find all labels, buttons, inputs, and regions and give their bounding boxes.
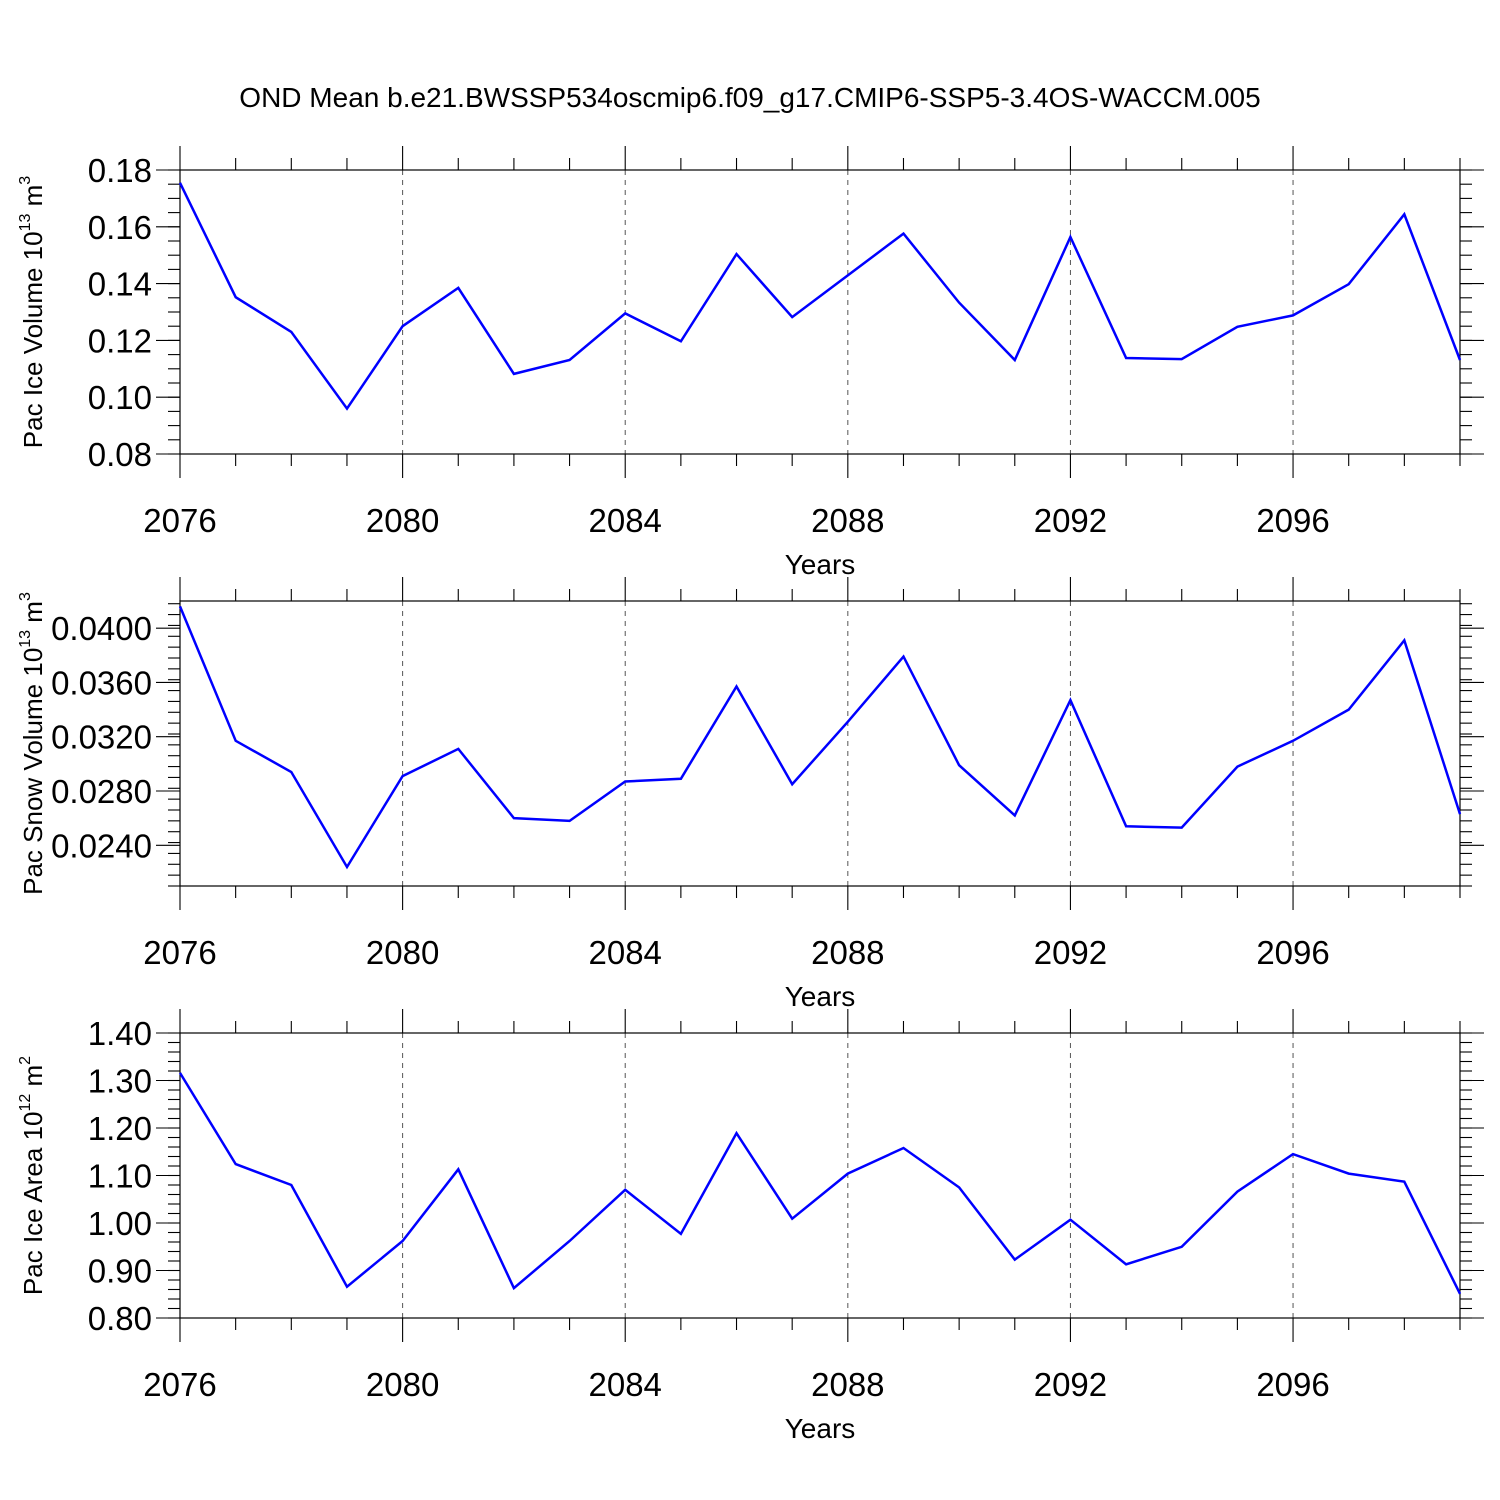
x-tick-label: 2092 <box>1034 934 1107 971</box>
y-tick-label: 0.80 <box>88 1300 152 1337</box>
y-axis-title: Pac Ice Volume 1013 m3 <box>17 176 48 449</box>
x-tick-label: 2088 <box>811 502 884 539</box>
series-line-1 <box>178 182 1462 411</box>
x-tick-label: 2084 <box>589 502 662 539</box>
plot-frame <box>179 1032 1461 1319</box>
y-tick-label: 1.00 <box>88 1205 152 1242</box>
y-axis-title: Pac Snow Volume 1013 m3 <box>17 592 48 895</box>
x-tick-label: 2076 <box>143 934 216 971</box>
x-tick-label: 2088 <box>811 1366 884 1403</box>
x-tick-label: 2092 <box>1034 1366 1107 1403</box>
y-tick-label: 0.08 <box>88 436 152 473</box>
series-line-1 <box>178 1072 1462 1295</box>
plot-frame <box>179 600 1461 887</box>
panel-3: 0.80 0.90 1.00 1.10 1.20 1.30 1.40 2076 2080 2084… <box>17 1009 1484 1444</box>
y-tick-label: 0.12 <box>88 322 152 359</box>
y-tick-label: 0.0240 <box>51 827 152 864</box>
figure-title: OND Mean b.e21.BWSSP534oscmip6.f09_g17.C… <box>239 82 1260 113</box>
y-tick-label: 1.30 <box>88 1063 152 1100</box>
x-tick-label: 2088 <box>811 934 884 971</box>
y-tick-label: 0.0280 <box>51 773 152 810</box>
x-tick-label: 2080 <box>366 1366 439 1403</box>
x-tick-label: 2080 <box>366 934 439 971</box>
y-tick-label: 0.90 <box>88 1253 152 1290</box>
y-tick-label: 1.10 <box>88 1158 152 1195</box>
x-tick-label: 2084 <box>589 934 662 971</box>
x-tick-label: 2096 <box>1256 934 1329 971</box>
panel-2: 0.0240 0.0280 0.0320 0.0360 0.0400 2076 2080 20… <box>17 577 1484 1012</box>
y-tick-label: 0.14 <box>88 266 152 303</box>
x-tick-label: 2092 <box>1034 502 1107 539</box>
x-tick-label: 2076 <box>143 1366 216 1403</box>
y-tick-label: 1.40 <box>88 1015 152 1052</box>
y-tick-label: 0.18 <box>88 152 152 189</box>
series-line-1 <box>178 605 1462 870</box>
x-tick-label: 2076 <box>143 502 216 539</box>
x-tick-label: 2096 <box>1256 502 1329 539</box>
x-axis-title: Years <box>785 1413 856 1444</box>
y-axis-title: Pac Ice Area 1012 m2 <box>17 1056 48 1295</box>
x-tick-label: 2080 <box>366 502 439 539</box>
x-axis-title: Years <box>785 549 856 580</box>
panel-1: 0.08 0.10 0.12 0.14 0.16 0.18 2076 2080 2084 2088… <box>17 146 1484 580</box>
plot-frame <box>179 169 1461 455</box>
x-tick-label: 2084 <box>589 1366 662 1403</box>
y-tick-label: 0.10 <box>88 379 152 416</box>
y-tick-label: 0.0400 <box>51 610 152 647</box>
y-tick-label: 0.0320 <box>51 719 152 756</box>
y-tick-label: 0.0360 <box>51 664 152 701</box>
x-axis-title: Years <box>785 981 856 1012</box>
x-tick-label: 2096 <box>1256 1366 1329 1403</box>
y-tick-label: 1.20 <box>88 1110 152 1147</box>
y-tick-label: 0.16 <box>88 209 152 246</box>
